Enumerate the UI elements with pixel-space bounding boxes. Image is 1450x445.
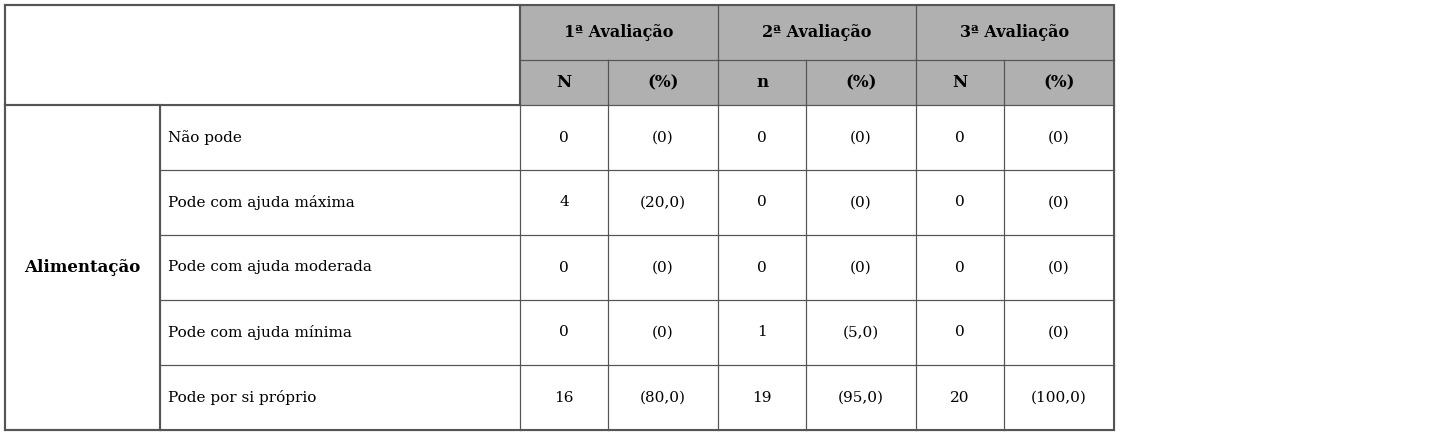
Text: 0: 0	[560, 130, 568, 145]
Bar	[718, 300, 806, 365]
Bar	[718, 365, 806, 430]
Bar	[806, 365, 916, 430]
Bar	[521, 60, 608, 105]
Bar	[160, 105, 521, 170]
Text: 0: 0	[757, 260, 767, 275]
Text: (0): (0)	[652, 325, 674, 340]
Text: Pode com ajuda mínima: Pode com ajuda mínima	[168, 325, 352, 340]
Bar	[806, 235, 916, 300]
Bar	[4, 5, 521, 105]
Bar	[718, 5, 916, 60]
Text: Pode com ajuda máxima: Pode com ajuda máxima	[168, 195, 355, 210]
Bar	[806, 60, 916, 105]
Bar	[916, 235, 1003, 300]
Text: 0: 0	[956, 130, 964, 145]
Text: Pode com ajuda moderada: Pode com ajuda moderada	[168, 260, 371, 275]
Text: (0): (0)	[850, 130, 871, 145]
Text: 0: 0	[560, 325, 568, 340]
Bar	[521, 5, 718, 60]
Text: 3ª Avaliação: 3ª Avaliação	[960, 24, 1070, 41]
Bar	[1003, 300, 1114, 365]
Bar	[916, 60, 1003, 105]
Text: 0: 0	[757, 130, 767, 145]
Text: 19: 19	[753, 391, 771, 405]
Bar	[806, 105, 916, 170]
Text: (0): (0)	[1048, 130, 1070, 145]
Text: N: N	[953, 74, 967, 91]
Bar	[718, 60, 806, 105]
Text: 0: 0	[956, 325, 964, 340]
Bar	[608, 105, 718, 170]
Bar	[521, 235, 608, 300]
Text: n: n	[755, 74, 768, 91]
Bar	[608, 170, 718, 235]
Text: 16: 16	[554, 391, 574, 405]
Text: (0): (0)	[1048, 195, 1070, 210]
Text: (%): (%)	[1043, 74, 1074, 91]
Text: (5,0): (5,0)	[842, 325, 879, 340]
Bar	[718, 105, 806, 170]
Text: 2ª Avaliação: 2ª Avaliação	[763, 24, 871, 41]
Bar	[160, 170, 521, 235]
Text: (%): (%)	[647, 74, 679, 91]
Text: (0): (0)	[652, 260, 674, 275]
Text: (80,0): (80,0)	[639, 391, 686, 405]
Bar	[916, 300, 1003, 365]
Bar	[1003, 105, 1114, 170]
Text: Alimentação: Alimentação	[25, 259, 141, 276]
Text: 0: 0	[956, 260, 964, 275]
Text: (95,0): (95,0)	[838, 391, 884, 405]
Text: 0: 0	[757, 195, 767, 210]
Bar	[521, 300, 608, 365]
Bar	[1003, 365, 1114, 430]
Bar	[608, 235, 718, 300]
Text: (0): (0)	[652, 130, 674, 145]
Text: (0): (0)	[850, 195, 871, 210]
Bar	[1003, 235, 1114, 300]
Text: 20: 20	[950, 391, 970, 405]
Bar	[1003, 170, 1114, 235]
Text: N: N	[557, 74, 571, 91]
Text: (%): (%)	[845, 74, 877, 91]
Text: (20,0): (20,0)	[639, 195, 686, 210]
Text: 4: 4	[560, 195, 568, 210]
Bar	[916, 170, 1003, 235]
Text: 0: 0	[956, 195, 964, 210]
Bar	[521, 170, 608, 235]
Bar	[521, 105, 608, 170]
Bar	[4, 105, 160, 430]
Bar	[916, 105, 1003, 170]
Bar	[608, 365, 718, 430]
Bar	[718, 235, 806, 300]
Text: (0): (0)	[1048, 260, 1070, 275]
Text: 0: 0	[560, 260, 568, 275]
Text: 1: 1	[757, 325, 767, 340]
Bar	[806, 170, 916, 235]
Text: Não pode: Não pode	[168, 130, 242, 145]
Bar	[608, 60, 718, 105]
Bar	[806, 300, 916, 365]
Text: (0): (0)	[1048, 325, 1070, 340]
Bar	[160, 365, 521, 430]
Text: Pode por si próprio: Pode por si próprio	[168, 390, 316, 405]
Bar	[521, 365, 608, 430]
Text: (0): (0)	[850, 260, 871, 275]
Bar	[718, 170, 806, 235]
Bar	[4, 5, 1114, 430]
Bar	[1003, 60, 1114, 105]
Bar	[916, 365, 1003, 430]
Bar	[916, 5, 1114, 60]
Bar	[160, 235, 521, 300]
Text: 1ª Avaliação: 1ª Avaliação	[564, 24, 674, 41]
Bar	[608, 300, 718, 365]
Text: (100,0): (100,0)	[1031, 391, 1088, 405]
Bar	[160, 300, 521, 365]
